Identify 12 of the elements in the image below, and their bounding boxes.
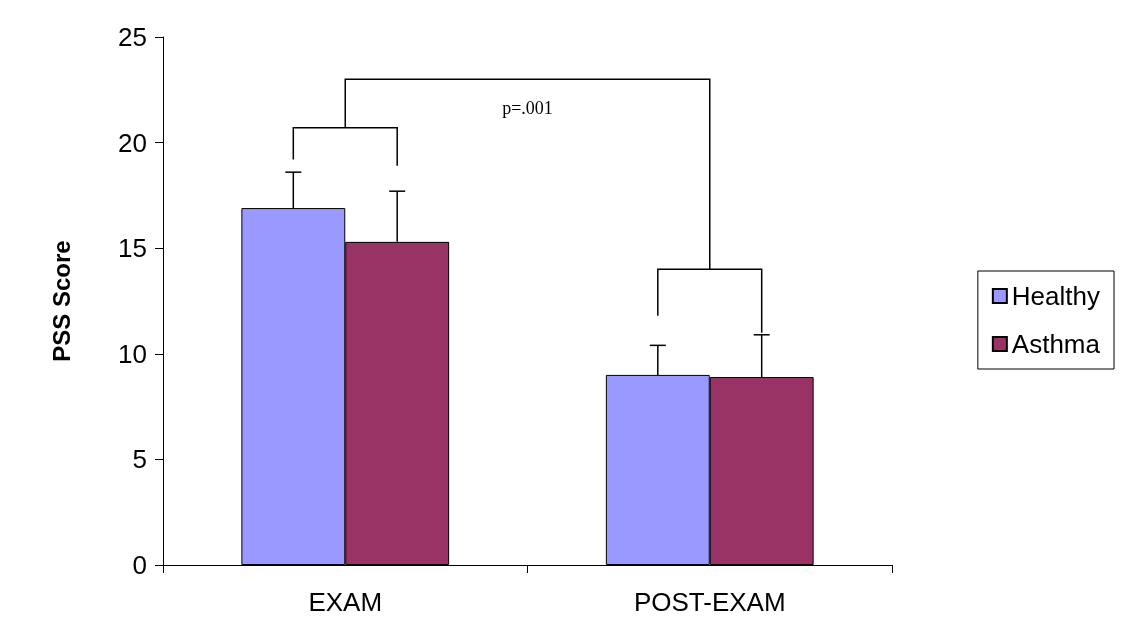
legend-label: Asthma bbox=[1011, 329, 1101, 359]
legend-label: Healthy bbox=[1011, 281, 1100, 311]
y-tick-label: 15 bbox=[118, 233, 147, 264]
annotation: p=.001 bbox=[502, 98, 553, 119]
y-tick-label: 0 bbox=[132, 550, 147, 580]
y-tick-label: 25 bbox=[118, 22, 147, 52]
y-tick-label: 5 bbox=[132, 444, 147, 475]
y-tick-label: 10 bbox=[118, 338, 147, 369]
y-axis-title: PSS Score bbox=[47, 240, 75, 362]
x-tick-label: POST-EXAM bbox=[633, 587, 786, 617]
x-tick-label: EXAM bbox=[308, 587, 383, 617]
y-tick-label: 20 bbox=[118, 127, 147, 158]
